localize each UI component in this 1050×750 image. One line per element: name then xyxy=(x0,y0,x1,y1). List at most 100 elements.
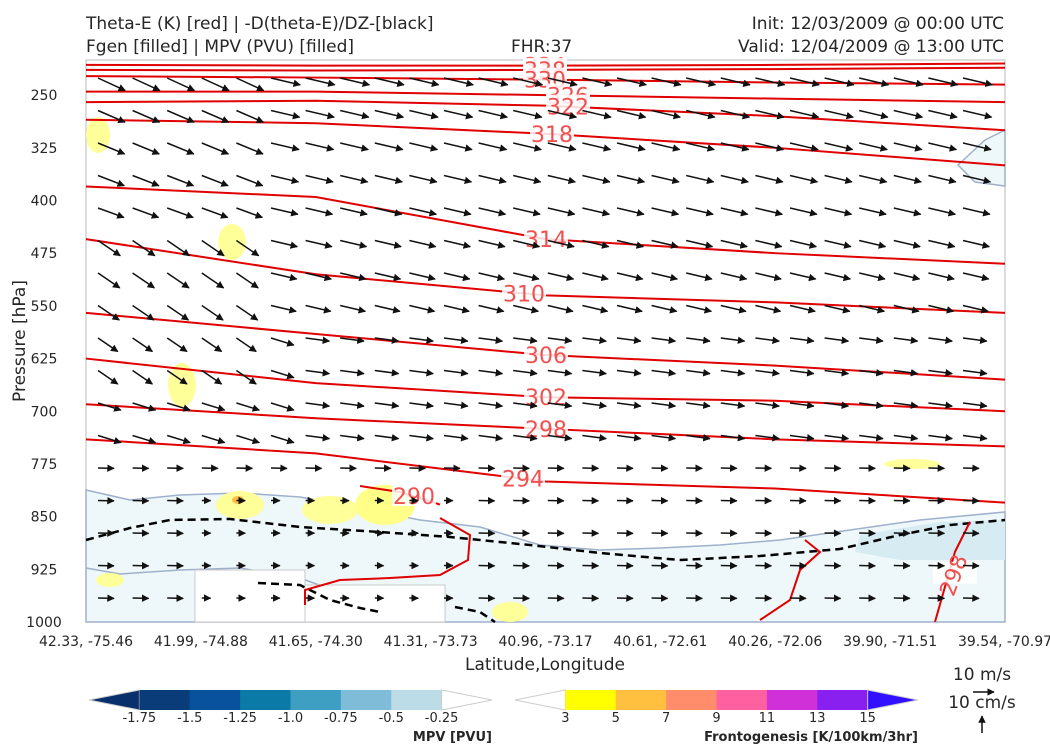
wind-vector xyxy=(201,77,230,92)
wind-vector xyxy=(893,401,919,409)
wind-vector xyxy=(616,401,642,409)
wind-vector xyxy=(305,434,331,442)
wind-vector xyxy=(270,402,295,412)
wind-vector xyxy=(582,434,607,442)
x-tick-label: 40.61, -72.61 xyxy=(613,634,707,650)
wind-vector xyxy=(547,142,577,152)
wind-vector xyxy=(478,304,505,314)
wind-vector xyxy=(478,272,506,282)
wind-vector xyxy=(962,207,991,217)
wind-vector xyxy=(340,304,367,314)
wind-vector xyxy=(720,401,746,409)
wind-vector xyxy=(720,109,751,120)
wind-vector xyxy=(686,142,715,152)
wind-vector xyxy=(686,304,713,314)
wind-vector xyxy=(166,337,188,353)
y-tick-label: 850 xyxy=(31,510,58,526)
wind-vector xyxy=(547,336,573,344)
wind-vector xyxy=(305,336,331,344)
wind-vector xyxy=(374,434,400,442)
wind-vector xyxy=(859,109,889,120)
colorbar-segment xyxy=(88,689,140,711)
theta-e-contour xyxy=(759,539,822,621)
title-line-2: Fgen [filled] | MPV (PVU) [filled] xyxy=(86,37,355,57)
wind-vector xyxy=(443,401,469,409)
wind-vector xyxy=(166,434,191,445)
wind-vector xyxy=(686,109,716,120)
theta-e-contour-label: 314 xyxy=(525,228,567,253)
wind-vector xyxy=(547,304,574,314)
wind-vector xyxy=(547,239,575,249)
wind-vector xyxy=(859,142,888,152)
colorbar-segment xyxy=(290,690,342,710)
wind-vector xyxy=(236,207,264,219)
wind-vector xyxy=(616,207,645,217)
wind-vector xyxy=(616,272,644,282)
wind-vector xyxy=(132,142,160,155)
wind-vector xyxy=(201,239,225,257)
wind-vector xyxy=(235,369,257,385)
x-tick-label: 39.90, -71.51 xyxy=(843,634,937,650)
wind-vector xyxy=(97,142,126,155)
wind-vector xyxy=(789,142,819,152)
wind-vector xyxy=(859,207,887,217)
wind-vector xyxy=(478,369,504,377)
y-tick-label: 250 xyxy=(31,88,58,104)
wind-vector xyxy=(132,337,154,353)
wind-vector xyxy=(789,109,820,120)
wind-vector xyxy=(928,142,958,152)
wind-vector xyxy=(616,336,642,344)
wind-vector xyxy=(582,304,609,314)
wind-vector xyxy=(270,369,295,380)
wind-vector xyxy=(340,369,365,377)
wind-vector xyxy=(132,109,161,123)
wind-vector xyxy=(409,369,434,377)
fgen-patch xyxy=(168,363,196,407)
theta-e-contour-label: 310 xyxy=(503,282,545,307)
wind-vector xyxy=(201,109,230,123)
wind-vector xyxy=(270,142,300,152)
wind-vector xyxy=(893,369,919,377)
wind-vector xyxy=(616,142,646,152)
wind-vector xyxy=(859,336,884,344)
wind-vector xyxy=(547,401,573,409)
wind-vector xyxy=(755,142,785,152)
wind-vector xyxy=(270,304,297,314)
wind-vector xyxy=(789,336,815,344)
wind-vector xyxy=(236,174,264,187)
wind-vector xyxy=(547,174,576,185)
wind-vector xyxy=(97,272,121,289)
y-tick-label: 700 xyxy=(31,404,58,420)
wind-vector xyxy=(201,142,230,155)
wind-vector xyxy=(97,239,121,257)
wind-vector xyxy=(547,272,575,282)
wind-vector xyxy=(340,207,368,217)
wind-vector xyxy=(201,369,223,385)
y-axis-label: Pressure [hPa] xyxy=(10,280,30,402)
wind-vector xyxy=(755,401,780,409)
theta-e-contour-label: 322 xyxy=(547,96,589,121)
wind-vector xyxy=(616,239,645,249)
colorbar-segment xyxy=(666,690,717,710)
wind-vector xyxy=(513,401,538,409)
colorbar-segment xyxy=(615,690,667,710)
wind-vector xyxy=(824,304,851,314)
wind-vector xyxy=(859,304,886,314)
y-tick-label: 475 xyxy=(31,246,58,262)
wind-vector xyxy=(824,109,854,120)
wind-vector xyxy=(270,207,299,217)
wind-vector xyxy=(582,401,607,409)
wind-vector xyxy=(374,401,400,409)
wind-vector xyxy=(374,239,402,249)
wind-vector xyxy=(824,434,850,442)
wind-vector xyxy=(582,239,610,249)
wind-vector xyxy=(409,304,436,314)
wind-vector xyxy=(201,174,229,187)
wind-vector xyxy=(755,369,780,377)
wind-vector xyxy=(651,401,677,409)
wind-vector xyxy=(201,304,224,321)
wind-vector xyxy=(513,272,540,282)
wind-vector xyxy=(235,304,259,321)
wind-vector xyxy=(270,434,295,445)
wind-vector xyxy=(720,142,750,152)
